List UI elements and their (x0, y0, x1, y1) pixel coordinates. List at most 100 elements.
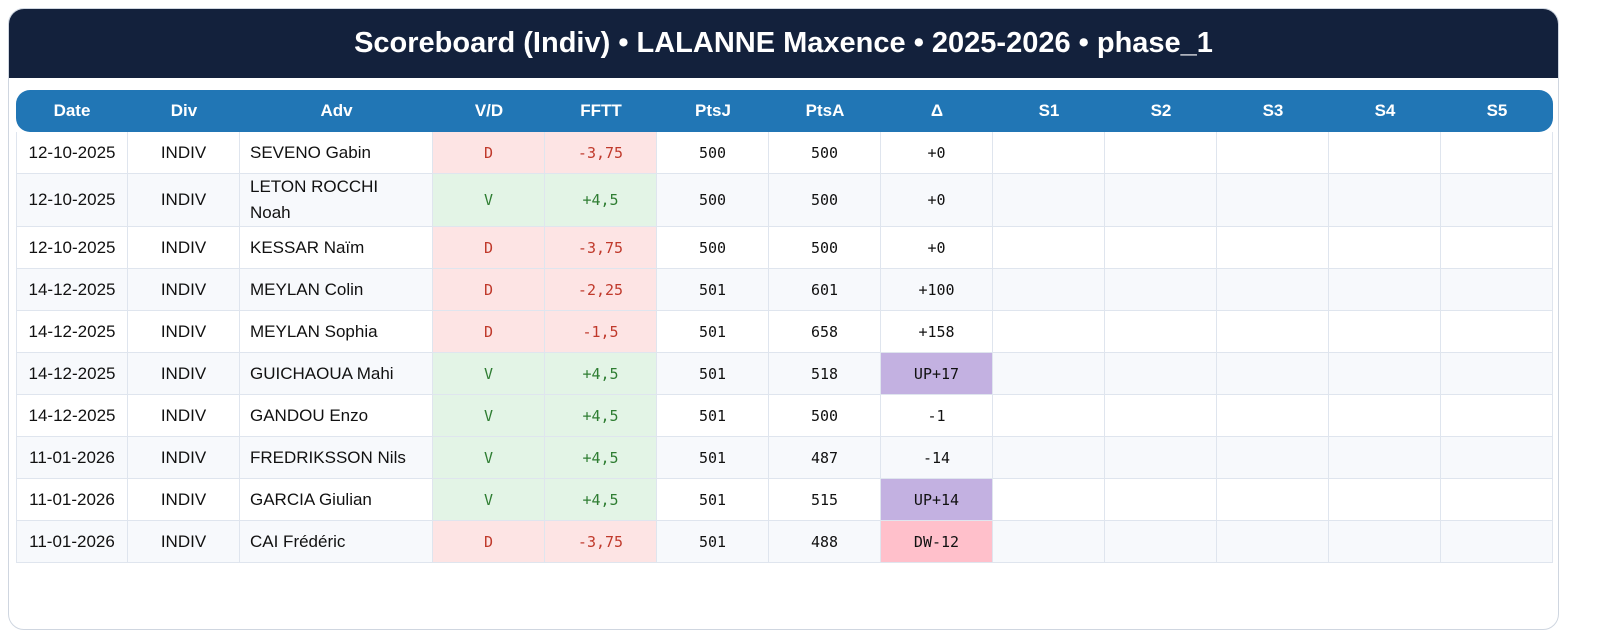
ptsj-cell: 500 (657, 227, 769, 269)
date-cell: 12-10-2025 (16, 227, 128, 269)
adv-cell: GARCIA Giulian (240, 479, 433, 521)
empty-cell (1441, 521, 1553, 563)
result-cell: D (433, 269, 545, 311)
table-row: 12-10-2025 INDIV LETON ROCCHI Noah V +4,5 500… (16, 174, 1553, 227)
column-header: Δ (881, 90, 993, 132)
adv-cell: GANDOU Enzo (240, 395, 433, 437)
empty-cell (1217, 132, 1329, 174)
table-row: 11-01-2026 INDIV CAI Frédéric D -3,75 501 488 D… (16, 521, 1553, 563)
date-cell: 12-10-2025 (16, 132, 128, 174)
ptsa-cell: 488 (769, 521, 881, 563)
empty-cell (993, 353, 1105, 395)
column-header: S3 (1217, 90, 1329, 132)
delta-cell: UP+17 (881, 353, 993, 395)
ptsa-cell: 500 (769, 395, 881, 437)
adv-cell: MEYLAN Colin (240, 269, 433, 311)
div-cell: INDIV (128, 174, 240, 227)
adv-cell: GUICHAOUA Mahi (240, 353, 433, 395)
delta-cell: UP+14 (881, 479, 993, 521)
date-cell: 14-12-2025 (16, 311, 128, 353)
ptsa-cell: 658 (769, 311, 881, 353)
div-cell: INDIV (128, 521, 240, 563)
empty-cell (1329, 311, 1441, 353)
result-cell: D (433, 132, 545, 174)
empty-cell (1329, 353, 1441, 395)
empty-cell (1217, 521, 1329, 563)
ptsj-cell: 501 (657, 311, 769, 353)
date-cell: 11-01-2026 (16, 479, 128, 521)
fftt-cell: +4,5 (545, 174, 657, 227)
column-header: V/D (433, 90, 545, 132)
empty-cell (1217, 227, 1329, 269)
empty-cell (1441, 269, 1553, 311)
date-cell: 11-01-2026 (16, 521, 128, 563)
ptsa-cell: 487 (769, 437, 881, 479)
column-header: S4 (1329, 90, 1441, 132)
ptsj-cell: 501 (657, 353, 769, 395)
empty-cell (993, 395, 1105, 437)
delta-cell: -14 (881, 437, 993, 479)
date-cell: 11-01-2026 (16, 437, 128, 479)
column-header: Div (128, 90, 240, 132)
result-cell: V (433, 437, 545, 479)
empty-cell (1441, 479, 1553, 521)
empty-cell (1329, 437, 1441, 479)
empty-cell (1217, 174, 1329, 227)
scoreboard-card: Scoreboard (Indiv) • LALANNE Maxence • 2… (8, 8, 1559, 630)
empty-cell (1441, 132, 1553, 174)
table-row: 12-10-2025 INDIV KESSAR Naïm D -3,75 500 500 +0 (16, 227, 1553, 269)
date-cell: 14-12-2025 (16, 353, 128, 395)
result-cell: D (433, 311, 545, 353)
ptsa-cell: 500 (769, 174, 881, 227)
empty-cell (1329, 521, 1441, 563)
table-row: 12-10-2025 INDIV SEVENO Gabin D -3,75 500 500 +… (16, 132, 1553, 174)
empty-cell (993, 132, 1105, 174)
empty-cell (1441, 353, 1553, 395)
ptsj-cell: 501 (657, 269, 769, 311)
adv-cell: CAI Frédéric (240, 521, 433, 563)
empty-cell (1217, 269, 1329, 311)
empty-cell (1105, 395, 1217, 437)
fftt-cell: -3,75 (545, 521, 657, 563)
fftt-cell: +4,5 (545, 395, 657, 437)
table-row: 14-12-2025 INDIV MEYLAN Colin D -2,25 501 601 +… (16, 269, 1553, 311)
page: Scoreboard (Indiv) • LALANNE Maxence • 2… (8, 8, 1559, 630)
fftt-cell: +4,5 (545, 353, 657, 395)
div-cell: INDIV (128, 395, 240, 437)
ptsa-cell: 500 (769, 132, 881, 174)
empty-cell (1441, 311, 1553, 353)
fftt-cell: -1,5 (545, 311, 657, 353)
result-cell: D (433, 521, 545, 563)
ptsa-cell: 500 (769, 227, 881, 269)
empty-cell (1217, 353, 1329, 395)
div-cell: INDIV (128, 132, 240, 174)
result-cell: D (433, 227, 545, 269)
adv-cell: LETON ROCCHI Noah (240, 174, 433, 227)
delta-cell: +0 (881, 132, 993, 174)
ptsj-cell: 501 (657, 437, 769, 479)
delta-cell: +0 (881, 227, 993, 269)
table-row: 14-12-2025 INDIV GUICHAOUA Mahi V +4,5 501 518… (16, 353, 1553, 395)
empty-cell (993, 437, 1105, 479)
ptsj-cell: 500 (657, 174, 769, 227)
empty-cell (1105, 132, 1217, 174)
empty-cell (993, 521, 1105, 563)
table-row: 14-12-2025 INDIV GANDOU Enzo V +4,5 501 500 -1 (16, 395, 1553, 437)
fftt-cell: -3,75 (545, 132, 657, 174)
empty-cell (1217, 395, 1329, 437)
column-header: S5 (1441, 90, 1553, 132)
empty-cell (1329, 395, 1441, 437)
empty-cell (1441, 174, 1553, 227)
date-cell: 14-12-2025 (16, 395, 128, 437)
empty-cell (1441, 227, 1553, 269)
empty-cell (993, 269, 1105, 311)
title: Scoreboard (Indiv) • LALANNE Maxence • 2… (9, 9, 1558, 78)
ptsj-cell: 501 (657, 395, 769, 437)
div-cell: INDIV (128, 311, 240, 353)
adv-cell: KESSAR Naïm (240, 227, 433, 269)
empty-cell (1105, 479, 1217, 521)
empty-cell (1105, 437, 1217, 479)
empty-cell (1329, 269, 1441, 311)
ptsj-cell: 501 (657, 521, 769, 563)
header-row: Date Div Adv V/D FFTT PtsJ PtsA Δ S1 S2 S3 S4 S5 (16, 90, 1553, 132)
